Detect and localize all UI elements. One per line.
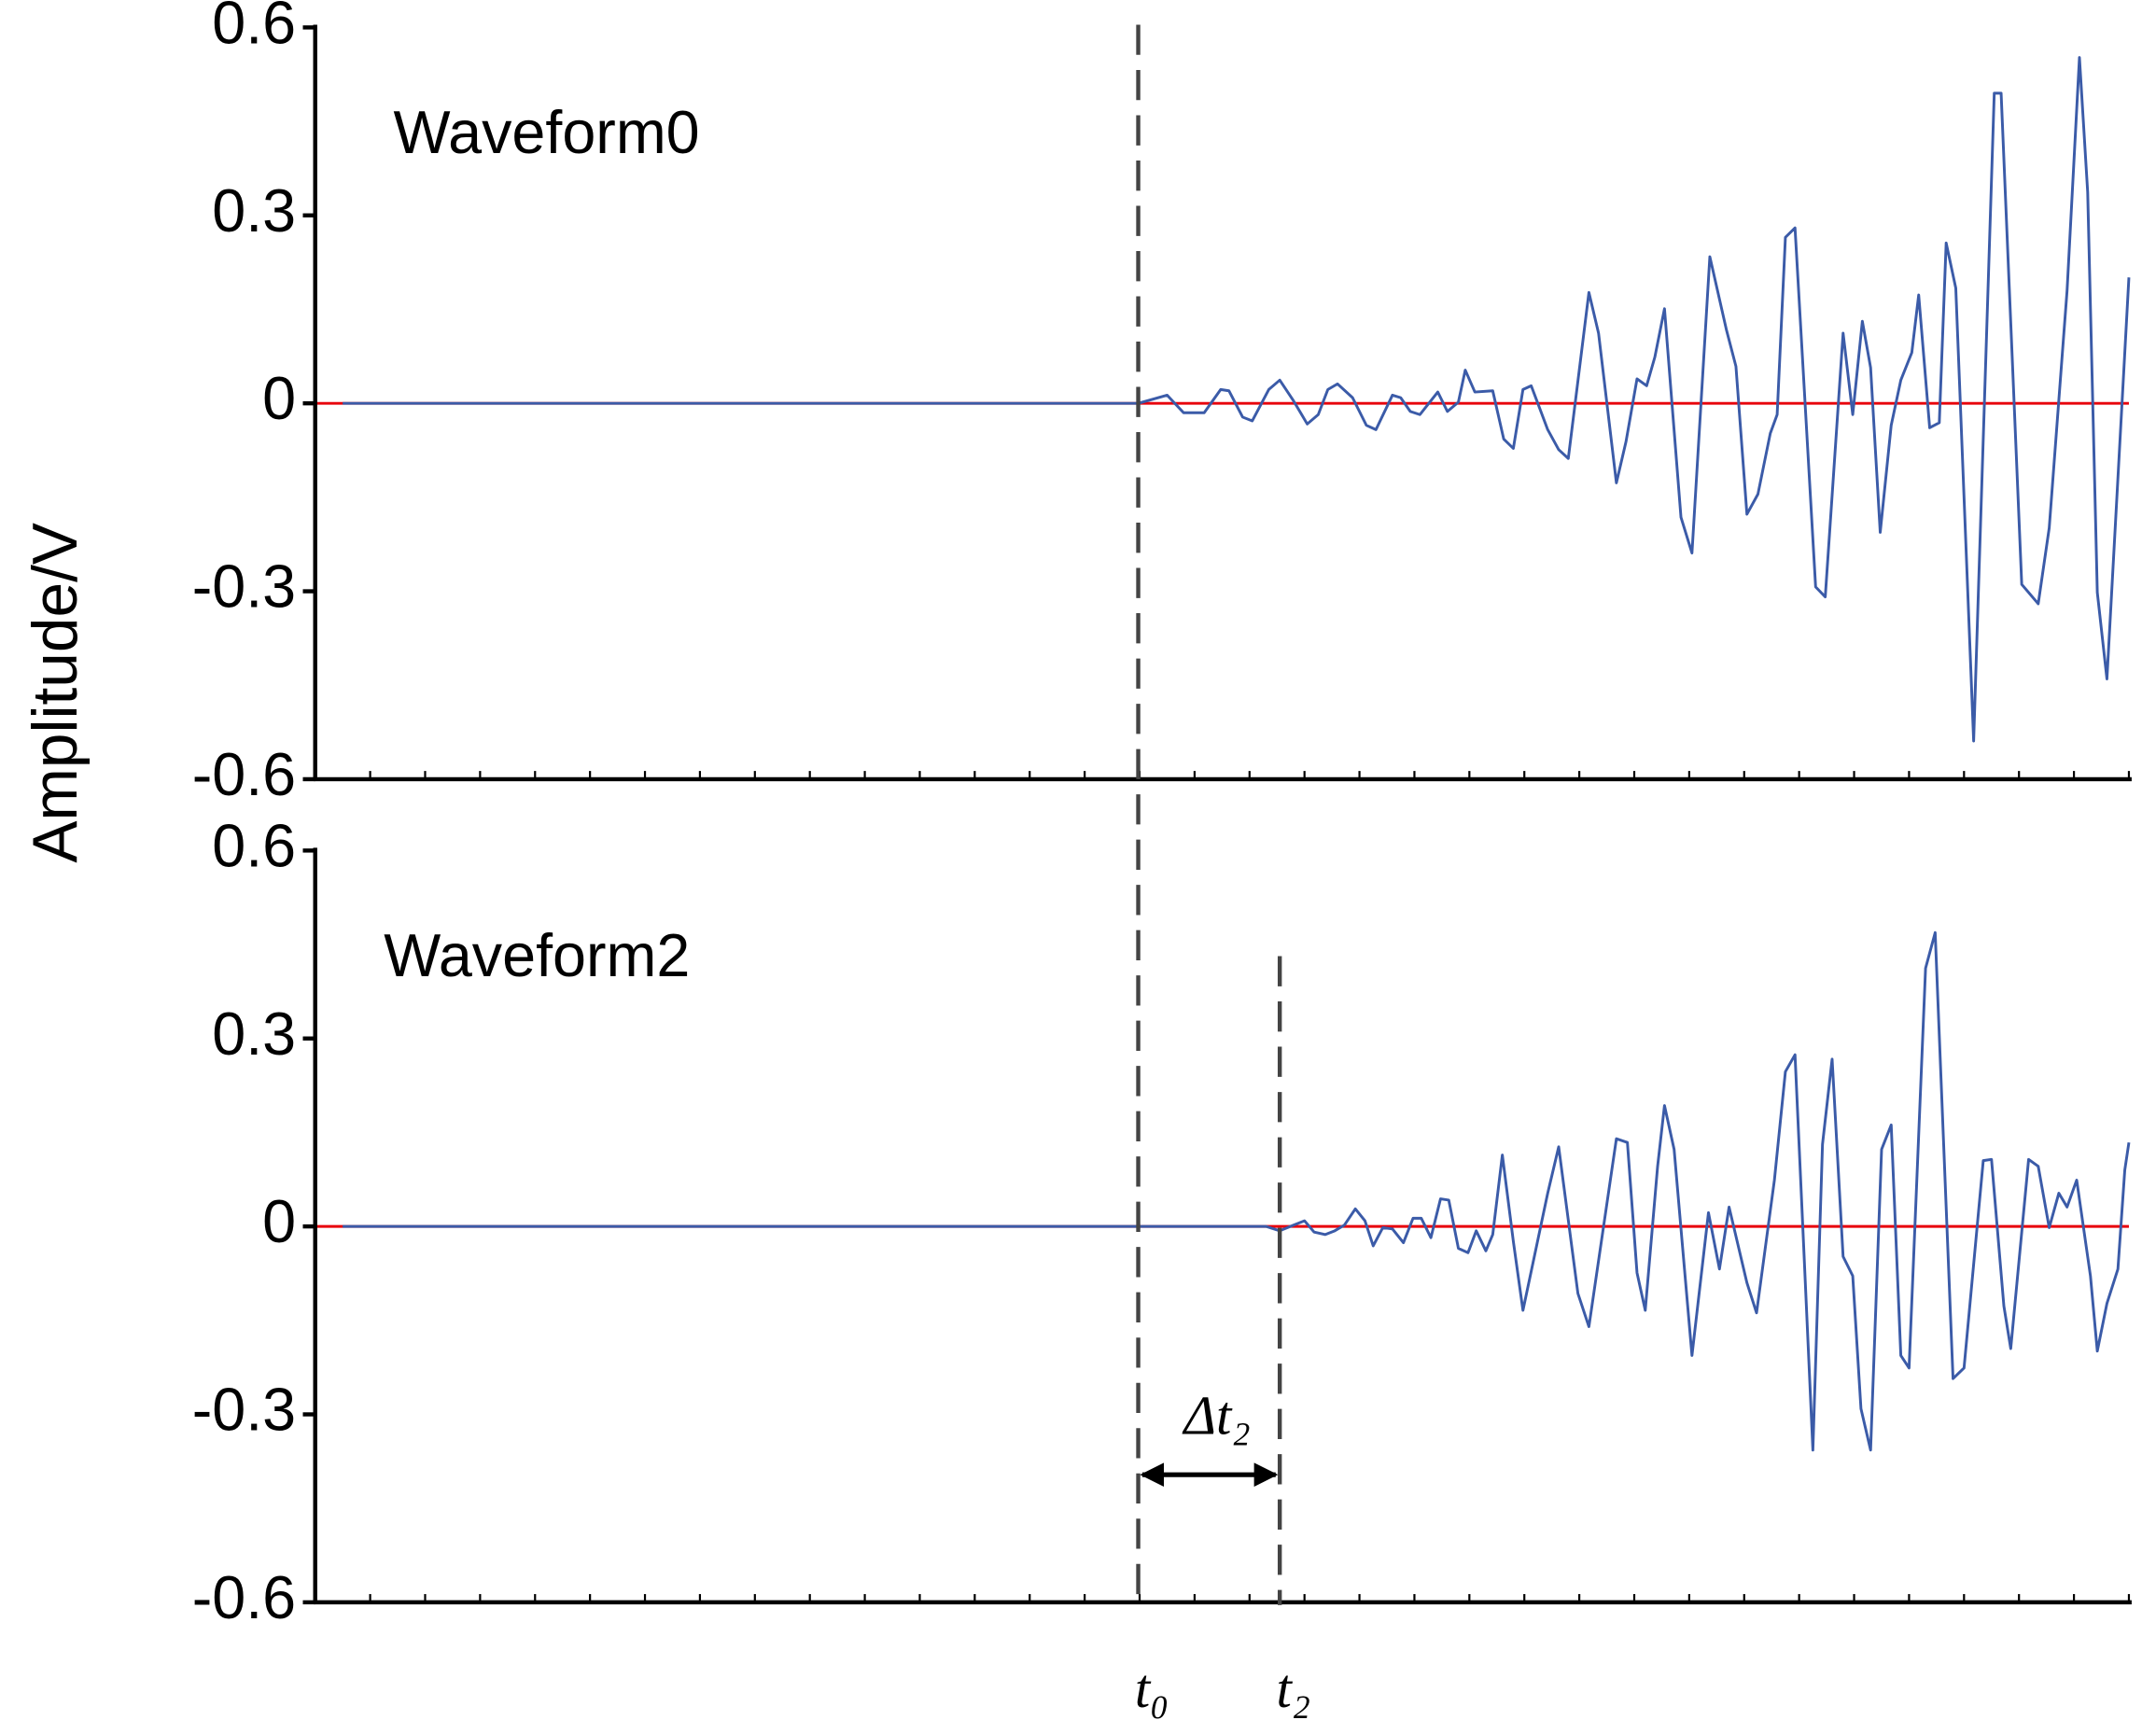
y-tick-label: 0.3 xyxy=(212,176,296,245)
y-tick-label: -0.3 xyxy=(192,1376,296,1444)
y-axis-label: Amplitude/V xyxy=(21,523,91,863)
y-tick-label: 0 xyxy=(262,1187,296,1255)
y-tick-label: 0.3 xyxy=(212,1000,296,1068)
y-tick-label: -0.6 xyxy=(192,740,296,808)
interval-label: Δt₂ xyxy=(1183,1385,1251,1446)
y-tick-label: 0.6 xyxy=(212,0,296,56)
waveform-line xyxy=(343,56,2131,743)
y-tick-label: 0.6 xyxy=(212,811,296,879)
waveform-line xyxy=(343,930,2131,1452)
y-tick-label: -0.3 xyxy=(192,552,296,621)
waveform-label: Waveform2 xyxy=(384,921,690,989)
waveform-label: Waveform0 xyxy=(394,98,700,166)
time-marker-label: t₀ xyxy=(1135,1658,1169,1719)
y-tick-label: 0 xyxy=(262,364,296,432)
y-tick-label: -0.6 xyxy=(192,1563,296,1631)
time-marker-label: t₂ xyxy=(1276,1658,1310,1719)
